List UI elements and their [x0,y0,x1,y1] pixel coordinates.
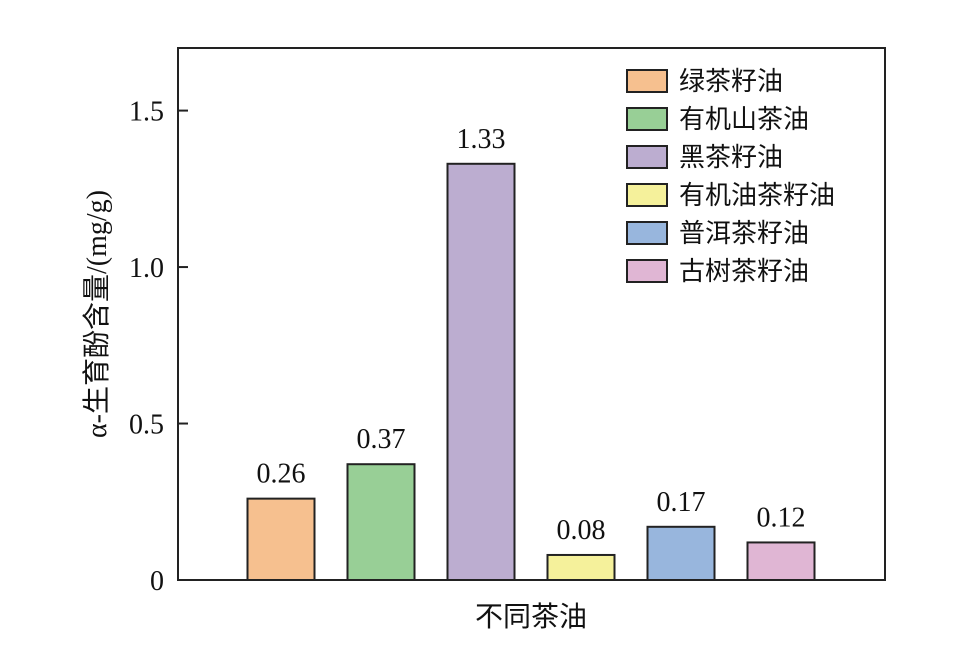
legend-swatch-1 [626,69,668,93]
plot-area-frame [177,47,886,581]
value-label-3: 1.33 [457,124,506,155]
legend-swatch-4 [626,183,668,207]
legend-label-1: 绿茶籽油 [679,67,783,96]
y-tick-label-2: 0.5 [129,410,164,441]
y-tick-label-3: 1.0 [129,253,164,284]
legend-swatch-5 [626,221,668,245]
bar-2 [346,463,416,581]
legend-item-1: 绿茶籽油 [626,67,783,96]
y-tick-label-1: 0 [150,566,164,597]
bar-3 [446,162,516,581]
value-label-1: 0.26 [257,459,306,490]
legend-swatch-3 [626,145,668,169]
bar-4 [546,553,616,582]
legend-label-3: 黑茶籽油 [679,143,783,172]
bar-1 [246,497,316,581]
value-label-4: 0.08 [557,515,606,546]
legend-item-3: 黑茶籽油 [626,143,783,172]
legend-label-5: 普洱茶籽油 [679,219,809,248]
bar-6 [746,541,816,582]
legend-item-5: 普洱茶籽油 [626,219,809,248]
x-axis-title: 不同茶油 [475,601,587,633]
legend-label-2: 有机山茶油 [679,105,809,134]
value-label-5: 0.17 [657,487,706,518]
legend-label-6: 古树茶籽油 [679,257,809,286]
legend-item-6: 古树茶籽油 [626,257,809,286]
legend-swatch-2 [626,107,668,131]
legend-label-4: 有机油茶籽油 [679,181,835,210]
value-labels-group: 0.26 0.37 1.33 0.08 0.17 0.12 [257,124,806,546]
y-axis-ticks-group: 0 0.5 1.0 1.5 [129,97,188,597]
bar-5 [646,525,716,581]
value-label-6: 0.12 [757,502,806,533]
y-axis-title: α-生育酚含量/(mg/g) [81,190,113,438]
y-tick-label-4: 1.5 [129,97,164,128]
legend-swatch-6 [626,259,668,283]
value-label-2: 0.37 [357,424,406,455]
legend-item-4: 有机油茶籽油 [626,181,835,210]
legend-item-2: 有机山茶油 [626,105,809,134]
bars-group [246,162,816,582]
